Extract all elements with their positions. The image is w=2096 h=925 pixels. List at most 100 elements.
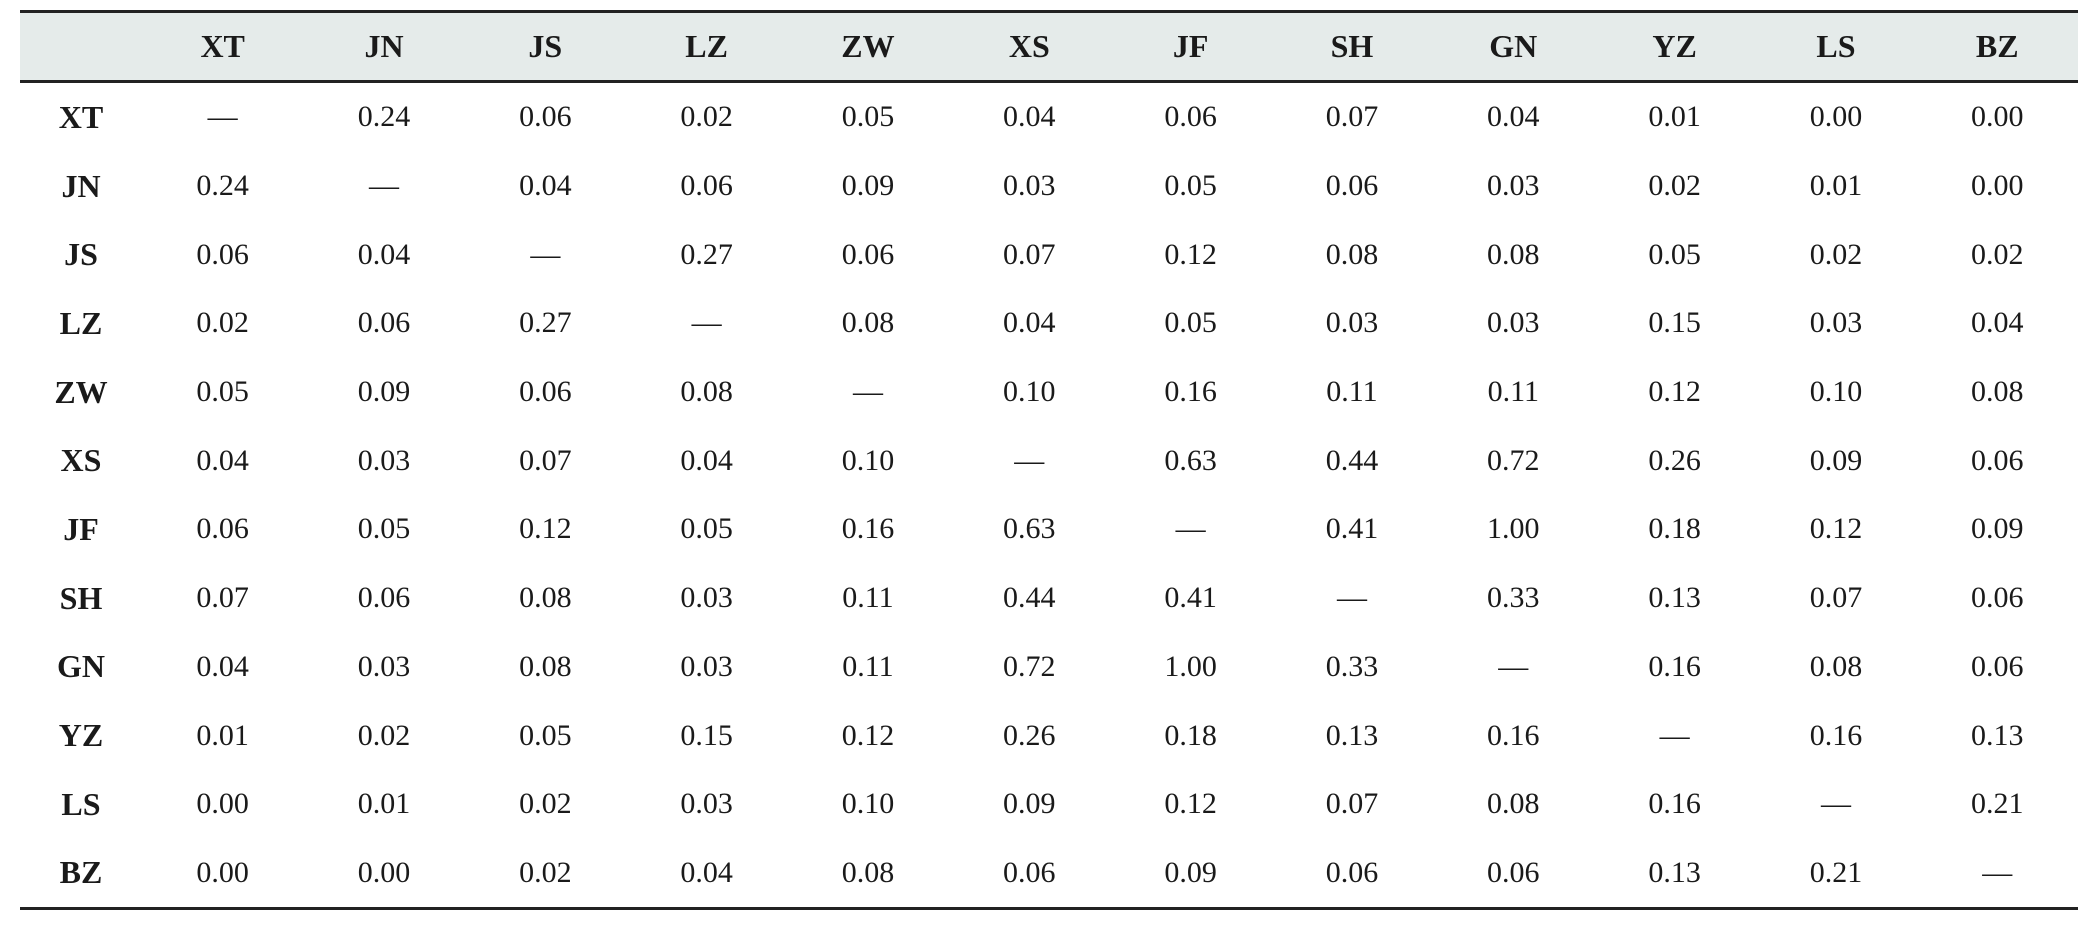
matrix-cell: 0.41 bbox=[1164, 581, 1217, 615]
matrix-cell: 0.05 bbox=[196, 375, 249, 409]
matrix-cell: 0.06 bbox=[1971, 649, 2024, 683]
row-header: LZ bbox=[59, 304, 103, 341]
matrix-cell: 0.03 bbox=[357, 443, 411, 477]
matrix-cell: 0.15 bbox=[1648, 306, 1701, 340]
matrix-cell: 0.12 bbox=[1648, 375, 1701, 409]
matrix-cell: 0.63 bbox=[1003, 512, 1056, 546]
matrix-cell: 0.06 bbox=[841, 237, 895, 271]
matrix-cell: 0.33 bbox=[1325, 649, 1379, 683]
matrix-cell: 0.09 bbox=[1971, 512, 2024, 546]
matrix-cell: 0.33 bbox=[1487, 581, 1540, 615]
matrix-cell: 0.08 bbox=[1325, 237, 1379, 271]
table-row: LZ 0.02 0.06 0.27 — 0.08 0.04 0.05 0.03 0.03 0.15 0… bbox=[20, 289, 2078, 358]
matrix-cell: — bbox=[852, 375, 883, 409]
matrix-cell: 0.02 bbox=[1809, 237, 1863, 271]
matrix-cell: 0.10 bbox=[1003, 375, 1056, 409]
matrix-cell: — bbox=[368, 169, 399, 203]
matrix-cell: 0.15 bbox=[680, 718, 733, 752]
matrix-cell: 1.00 bbox=[1164, 649, 1217, 683]
row-header: JN bbox=[61, 167, 101, 204]
matrix-cell: 0.02 bbox=[196, 306, 249, 340]
matrix-cell: 0.07 bbox=[1003, 237, 1056, 271]
matrix-cell: 0.08 bbox=[1809, 649, 1863, 683]
table-row: JS 0.06 0.04 — 0.27 0.06 0.07 0.12 0.08 0.08 0.05 0… bbox=[20, 220, 2078, 289]
table-row: JN 0.24 — 0.04 0.06 0.09 0.03 0.05 0.06 0.03 0.02 0… bbox=[20, 152, 2078, 221]
matrix-cell: 0.41 bbox=[1325, 512, 1379, 546]
matrix-cell: 0.00 bbox=[196, 787, 249, 821]
row-header: LS bbox=[61, 785, 101, 822]
matrix-cell: 1.00 bbox=[1487, 512, 1540, 546]
matrix-cell: 0.08 bbox=[1971, 375, 2024, 409]
row-header: YZ bbox=[58, 717, 104, 754]
matrix-cell: 0.06 bbox=[948, 838, 1110, 911]
matrix-cell: 0.05 bbox=[519, 718, 572, 752]
column-header-xt: XT bbox=[142, 10, 304, 83]
matrix-cell: 0.27 bbox=[680, 237, 733, 271]
matrix-cell: 0.06 bbox=[1164, 100, 1217, 134]
matrix-cell: 0.16 bbox=[1164, 375, 1217, 409]
column-header-ls: LS bbox=[1755, 10, 1917, 83]
matrix-cell: 0.04 bbox=[680, 443, 733, 477]
matrix-cell: 0.00 bbox=[303, 838, 465, 911]
matrix-cell: 0.07 bbox=[1809, 581, 1863, 615]
column-header-bz: BZ bbox=[1916, 10, 2078, 83]
matrix-cell: 0.04 bbox=[1003, 100, 1056, 134]
matrix-cell: — bbox=[1175, 512, 1206, 546]
row-header: SH bbox=[59, 579, 103, 616]
matrix-cell: 0.01 bbox=[357, 787, 411, 821]
matrix-cell: 0.16 bbox=[841, 512, 895, 546]
matrix-cell: 0.06 bbox=[519, 375, 572, 409]
matrix-cell: 0.11 bbox=[842, 649, 894, 683]
matrix-cell: 0.44 bbox=[1325, 443, 1379, 477]
row-header: BZ bbox=[20, 838, 142, 911]
matrix-cell: 0.24 bbox=[357, 100, 411, 134]
matrix-cell: 0.02 bbox=[357, 718, 411, 752]
matrix-cell: 0.11 bbox=[1487, 375, 1539, 409]
row-header: JF bbox=[63, 510, 99, 547]
matrix-cell: 0.16 bbox=[1809, 718, 1863, 752]
matrix-cell: 0.05 bbox=[1648, 237, 1701, 271]
correlation-matrix-table: XT JN JS LZ ZW XS JF SH GN YZ LS BZ XT —0… bbox=[20, 10, 2078, 911]
matrix-cell: 0.07 bbox=[519, 443, 572, 477]
matrix-cell: — bbox=[1336, 581, 1367, 615]
matrix-cell: 0.11 bbox=[1326, 375, 1378, 409]
matrix-cell: 0.04 bbox=[357, 237, 411, 271]
matrix-cell: 0.06 bbox=[1325, 169, 1379, 203]
matrix-cell: 0.05 bbox=[841, 100, 895, 134]
matrix-cell: 0.72 bbox=[1003, 649, 1056, 683]
matrix-cell: 0.09 bbox=[1003, 787, 1056, 821]
matrix-cell: 0.11 bbox=[842, 581, 894, 615]
matrix-cell: 0.04 bbox=[625, 838, 788, 911]
matrix-cell: 0.16 bbox=[1648, 787, 1701, 821]
matrix-cell: 0.21 bbox=[1971, 787, 2024, 821]
matrix-cell: 0.16 bbox=[1487, 718, 1540, 752]
matrix-cell: 0.00 bbox=[1809, 100, 1863, 134]
column-header-jn: JN bbox=[303, 10, 465, 83]
matrix-cell: 0.02 bbox=[519, 787, 572, 821]
matrix-cell: 0.03 bbox=[1003, 169, 1056, 203]
matrix-cell: 0.06 bbox=[1971, 581, 2024, 615]
matrix-cell: 0.18 bbox=[1164, 718, 1217, 752]
matrix-cell: 0.03 bbox=[1809, 306, 1863, 340]
table-row: XT — 0.24 0.06 0.02 0.05 0.04 0.06 0.07 0.04 0.01 0… bbox=[20, 82, 2078, 152]
matrix-cell: 0.02 bbox=[1971, 237, 2024, 271]
matrix-cell: — bbox=[1820, 787, 1851, 821]
matrix-cell: 0.24 bbox=[196, 169, 249, 203]
matrix-cell: 0.08 bbox=[1487, 237, 1540, 271]
matrix-cell: 0.06 bbox=[1432, 838, 1594, 911]
matrix-cell: 0.05 bbox=[680, 512, 733, 546]
matrix-cell: 0.00 bbox=[1971, 100, 2024, 134]
matrix-cell: 0.18 bbox=[1648, 512, 1701, 546]
row-header: XS bbox=[60, 442, 102, 479]
matrix-cell: 0.72 bbox=[1487, 443, 1540, 477]
matrix-cell: 0.04 bbox=[1487, 100, 1540, 134]
matrix-cell: 0.12 bbox=[1164, 237, 1217, 271]
matrix-cell: 0.05 bbox=[357, 512, 411, 546]
table-row: XS 0.04 0.03 0.07 0.04 0.10 — 0.63 0.44 0.72 0.26 0… bbox=[20, 426, 2078, 495]
matrix-cell: 0.03 bbox=[1487, 169, 1540, 203]
matrix-cell: 0.04 bbox=[196, 649, 249, 683]
matrix-cell: 0.03 bbox=[680, 581, 733, 615]
matrix-cell: 0.05 bbox=[1164, 169, 1217, 203]
matrix-cell: 0.02 bbox=[464, 838, 626, 911]
matrix-cell: 0.03 bbox=[680, 649, 733, 683]
